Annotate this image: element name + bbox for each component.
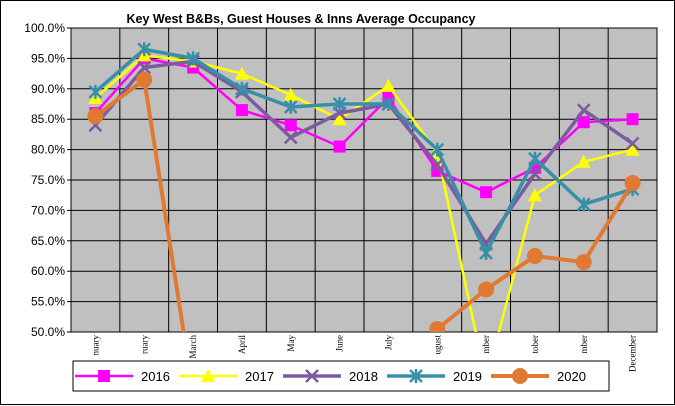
data-point [626, 113, 639, 126]
data-point [480, 186, 493, 199]
data-point [526, 248, 543, 264]
data-point [98, 370, 110, 382]
data-point [284, 119, 297, 132]
data-point [283, 87, 298, 101]
y-tick-label: 70.0% [31, 203, 65, 217]
legend-label: 2018 [349, 369, 378, 384]
series-line-2019 [94, 47, 634, 255]
data-point [479, 245, 493, 260]
y-tick-label: 50.0% [31, 325, 65, 339]
y-tick-label: 95.0% [31, 51, 65, 65]
data-point [333, 140, 346, 153]
x-tick-label: mber [481, 335, 491, 354]
data-point [381, 78, 396, 92]
x-tick-label: nuary [90, 335, 100, 356]
x-tick-label: June [335, 335, 345, 352]
data-point [137, 42, 152, 57]
y-tick-label: 90.0% [31, 82, 65, 96]
data-point [429, 320, 446, 332]
data-point [88, 84, 103, 99]
series-line-2016 [94, 57, 633, 194]
legend-label: 2019 [453, 369, 482, 384]
data-point [201, 369, 215, 382]
data-point [576, 154, 591, 168]
data-point [624, 175, 641, 192]
data-point [136, 71, 153, 88]
x-tick-label: mber [579, 335, 589, 354]
data-point [430, 142, 445, 157]
legend-label: 2020 [557, 369, 586, 384]
data-point [409, 369, 423, 383]
x-tick-label: July [383, 335, 393, 351]
series-line-2018 [94, 59, 634, 246]
legend-item-2017: 2017 [179, 369, 274, 384]
data-point [283, 100, 298, 115]
legend-label: 2017 [245, 369, 274, 384]
data-point [235, 81, 249, 96]
data-point [305, 369, 319, 383]
legend-item-2018: 2018 [283, 369, 378, 384]
data-point [87, 108, 104, 125]
series-2020 [87, 71, 641, 332]
data-point [512, 368, 528, 384]
y-tick-label: 80.0% [31, 143, 65, 157]
y-tick-label: 65.0% [31, 234, 65, 248]
y-tick-label: 60.0% [31, 264, 65, 278]
legend-item-2019: 2019 [387, 369, 482, 384]
data-point [332, 112, 347, 126]
chart-title: Key West B&Bs, Guest Houses & Inns Avera… [127, 12, 476, 26]
x-tick-label: April [237, 335, 247, 354]
data-point [576, 103, 591, 117]
y-tick-label: 75.0% [31, 173, 65, 187]
data-point [625, 142, 640, 156]
data-point [575, 254, 592, 271]
data-point [478, 281, 495, 298]
y-tick-label: 100.0% [24, 21, 65, 35]
y-tick-label: 55.0% [31, 295, 65, 309]
legend-label: 2016 [141, 369, 170, 384]
x-tick-label: tober [530, 335, 540, 354]
x-tick-label: December [628, 335, 638, 372]
data-point [332, 97, 347, 111]
data-point [137, 60, 152, 75]
x-tick-label: May [286, 335, 296, 352]
x-tick-label: ugust [432, 335, 442, 355]
data-point [527, 188, 542, 202]
y-tick-label: 85.0% [31, 112, 65, 126]
data-point [186, 51, 200, 66]
legend-item-2016: 2016 [75, 369, 170, 384]
data-point [381, 97, 396, 111]
data-point [625, 136, 640, 151]
data-point [576, 197, 591, 212]
data-point [577, 116, 590, 129]
data-point [283, 130, 298, 145]
data-point [235, 104, 248, 117]
x-tick-label: ruary [139, 335, 149, 354]
x-tick-label: March [188, 335, 198, 359]
legend-item-2020: 2020 [491, 368, 586, 384]
data-point [528, 151, 542, 166]
data-point [234, 66, 249, 80]
